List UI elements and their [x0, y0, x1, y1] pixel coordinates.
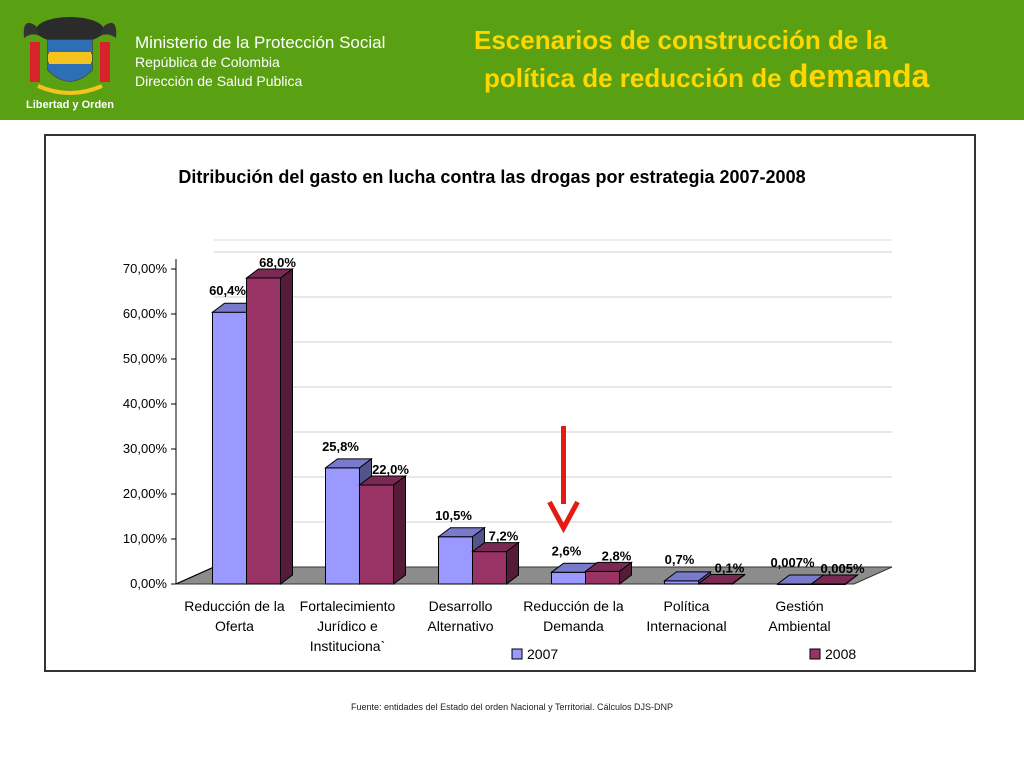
bar-2008-side	[845, 573, 858, 585]
x-tick-label: Internacional	[646, 618, 726, 634]
bar-2008-side	[732, 573, 745, 585]
data-label: 0,7%	[665, 552, 695, 567]
slide-title-line2-text: política de reducción de	[484, 63, 789, 93]
x-tick-label: Alternativo	[427, 618, 493, 634]
x-tick-label: Reducción de la	[184, 598, 285, 614]
data-label: 25,8%	[322, 439, 359, 454]
slide-title-line1: Escenarios de construcción de la	[474, 25, 888, 55]
x-tick-label: Oferta	[215, 618, 254, 634]
x-tick-label: Desarrollo	[429, 598, 493, 614]
bar-2008-front	[472, 551, 507, 585]
y-tick-label: 30,00%	[123, 441, 168, 456]
legend-swatch-2008	[809, 648, 821, 660]
data-label: 7,2%	[489, 529, 519, 544]
legend-swatch-2007	[511, 648, 523, 660]
y-axis-depth	[175, 566, 215, 585]
logo-motto: Libertad y Orden	[26, 99, 114, 111]
bar-2008-front	[246, 277, 281, 585]
bar-2007-front	[325, 467, 360, 585]
ministry-name: Ministerio de la Protección Social	[135, 33, 386, 52]
country-name: República de Colombia	[135, 54, 280, 70]
data-label: 60,4%	[209, 283, 246, 298]
y-tick-label: 20,00%	[123, 486, 168, 501]
data-label: 2,8%	[602, 548, 632, 563]
bar-2008-front	[359, 484, 394, 585]
coat-of-arms-logo: Libertad y Orden	[23, 17, 117, 111]
bar-2008-side	[393, 475, 406, 585]
data-label: 0,007%	[770, 555, 815, 570]
x-tick-label: Demanda	[543, 618, 604, 634]
chart-frame: Ditribución del gasto en lucha contra la…	[44, 134, 976, 672]
x-tick-label: Ambiental	[768, 618, 830, 634]
bar-2008-side	[280, 268, 293, 585]
bar-2007-front	[438, 536, 473, 585]
bar-2007-front	[551, 571, 586, 585]
y-tick-label: 50,00%	[123, 351, 168, 366]
slide-title-line2: política de reducción de demanda	[474, 56, 1014, 98]
y-tick-label: 60,00%	[123, 306, 168, 321]
header-bar: Libertad y Orden Ministerio de la Protec…	[0, 0, 1024, 120]
red-arrowhead-icon	[547, 500, 580, 534]
chart-title: Ditribución del gasto en lucha contra la…	[178, 167, 805, 187]
slide-title: Escenarios de construcción de la polític…	[474, 24, 1014, 98]
legend-label-2007: 2007	[527, 646, 558, 662]
bar-2008-side	[619, 561, 632, 585]
bar-chart: Ditribución del gasto en lucha contra la…	[123, 167, 893, 662]
x-tick-label: Instituciona`	[310, 638, 385, 654]
data-label: 10,5%	[435, 508, 472, 523]
slide-title-emphasis: demanda	[788, 58, 930, 94]
y-tick-label: 0,00%	[130, 576, 167, 591]
department-name: Dirección de Salud Publica	[135, 73, 303, 89]
source-note: Fuente: entidades del Estado del orden N…	[351, 702, 673, 712]
x-tick-label: Política	[664, 598, 710, 614]
y-tick-label: 40,00%	[123, 396, 168, 411]
y-tick-label: 10,00%	[123, 531, 168, 546]
data-label: 0,1%	[715, 561, 745, 576]
ministry-block: Ministerio de la Protección Social Repúb…	[135, 33, 385, 91]
y-tick-label: 70,00%	[123, 261, 168, 276]
data-label: 68,0%	[259, 255, 296, 270]
legend-label-2008: 2008	[825, 646, 856, 662]
bar-2008-side	[506, 541, 519, 585]
x-tick-label: Fortalecimiento	[300, 598, 396, 614]
data-label: 0,005%	[820, 561, 865, 576]
data-label: 22,0%	[372, 462, 409, 477]
bar-2008-front	[585, 570, 620, 585]
x-tick-label: Reducción de la	[523, 598, 624, 614]
x-tick-label: Gestión	[775, 598, 823, 614]
bar-2007-front	[212, 311, 247, 585]
data-label: 2,6%	[552, 543, 582, 558]
x-tick-label: Jurídico e	[317, 618, 378, 634]
